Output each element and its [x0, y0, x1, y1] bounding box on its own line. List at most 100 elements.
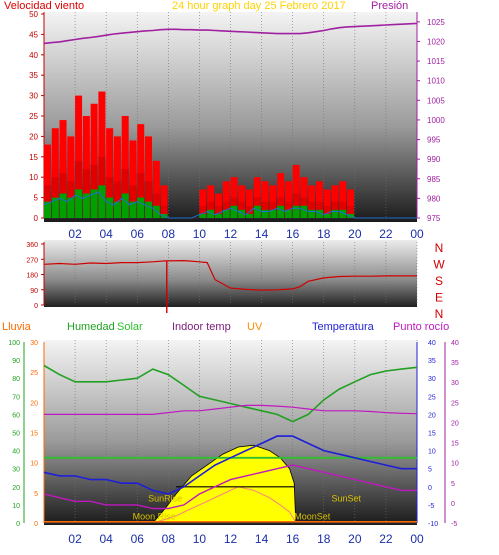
- humidity-tick-label: 50: [12, 431, 20, 438]
- direction-tick-label: 360: [26, 242, 38, 249]
- y-left-tick-label: 40: [29, 51, 38, 60]
- x-tick-label: 22: [379, 532, 393, 546]
- x-tick-label: 14: [255, 227, 269, 241]
- rain-tick-label: 15: [30, 431, 38, 438]
- wind-average-bar: [308, 209, 316, 218]
- solar-label: Solar: [117, 321, 143, 333]
- x-tick-label: 18: [317, 227, 331, 241]
- y-right-tick-label: 990: [427, 155, 441, 164]
- gust-bar: [277, 173, 285, 218]
- wind-average-bar: [339, 209, 347, 218]
- x-tick-label: 04: [99, 227, 113, 241]
- y-left-tick-label: 25: [29, 112, 38, 121]
- gust-bar: [323, 189, 331, 218]
- x-tick-label: 14: [255, 532, 269, 546]
- dewpoint-tick-label: 25: [451, 400, 459, 407]
- temperature-label: Temperatura: [312, 321, 375, 333]
- wind-average-bar: [199, 213, 207, 218]
- wind-average-bar: [300, 205, 308, 218]
- x-tick-label: 22: [379, 227, 393, 241]
- wind-bar: [137, 173, 145, 218]
- x-tick-label: 18: [317, 532, 331, 546]
- temperature-tick-label: 35: [428, 358, 436, 365]
- pressure-label: Presión: [371, 0, 408, 12]
- gust-bar: [98, 91, 106, 218]
- sunrise-label: SunRise: [148, 493, 182, 503]
- moonrise-label: Moon Rise: [133, 511, 176, 521]
- y-right-tick-label: 1000: [427, 116, 445, 125]
- temperature-tick-label: 40: [428, 340, 436, 347]
- gust-bar: [160, 185, 168, 218]
- y-right-tick-label: 995: [427, 136, 441, 145]
- gust-bar: [51, 128, 59, 218]
- wind-average-bar: [75, 189, 83, 218]
- wind-bar: [113, 181, 121, 218]
- y-left-tick-label: 35: [29, 71, 38, 80]
- gust-bar: [121, 116, 129, 218]
- wind-average-bar: [246, 213, 254, 218]
- temperature-tick-label: -5: [428, 503, 434, 510]
- gust-bar: [145, 136, 153, 218]
- gust-bar: [246, 189, 254, 218]
- gust-bar: [222, 181, 230, 218]
- wind-speed-label: Velocidad viento: [4, 0, 84, 12]
- wind-average-bar: [331, 209, 339, 218]
- wind-average-bar: [238, 209, 246, 218]
- x-tick-label: 16: [286, 532, 300, 546]
- dewpoint-label: Punto rocío: [393, 321, 449, 333]
- wind-bar: [121, 169, 129, 218]
- wind-average-bar: [323, 213, 331, 218]
- x-tick-label: 08: [162, 227, 176, 241]
- wind-average-bar: [253, 205, 261, 218]
- cardinal-label: E: [435, 291, 443, 305]
- x-tick-label: 10: [193, 227, 207, 241]
- y-right-tick-label: 1025: [427, 18, 445, 27]
- humidity-tick-label: 0: [16, 521, 20, 528]
- rain-tick-label: 30: [30, 340, 38, 347]
- wind-average-bar: [145, 201, 153, 218]
- dewpoint-tick-label: -5: [451, 521, 457, 528]
- x-tick-label: 08: [162, 532, 176, 546]
- wind-average-bar: [284, 209, 292, 218]
- wind-average-bar: [106, 197, 114, 218]
- y-right-tick-label: 1015: [427, 57, 445, 66]
- sun-area: [151, 444, 297, 524]
- temperature-tick-label: -10: [428, 521, 438, 528]
- wind-bar: [323, 205, 331, 218]
- dewpoint-tick-label: 0: [451, 501, 455, 508]
- y-left-tick-label: 30: [29, 92, 38, 101]
- wind-average-bar: [152, 205, 160, 218]
- y-left-tick-label: 5: [34, 194, 39, 203]
- gust-bar: [44, 144, 51, 218]
- cardinal-label: N: [435, 241, 444, 255]
- temperature-tick-label: 0: [428, 485, 432, 492]
- x-tick-label: 20: [348, 532, 362, 546]
- wind-average-bar: [113, 201, 121, 218]
- temperature-tick-label: 5: [428, 467, 432, 474]
- y-right-tick-label: 985: [427, 175, 441, 184]
- gust-bar: [59, 120, 67, 218]
- wind-bar: [82, 169, 90, 218]
- wind-average-bar: [315, 209, 323, 218]
- dewpoint-tick-label: 20: [451, 420, 459, 427]
- rain-tick-label: 0: [34, 521, 38, 528]
- humidity-tick-label: 90: [12, 358, 20, 365]
- gust-bar: [199, 189, 207, 218]
- rain-tick-label: 25: [30, 370, 38, 377]
- cardinal-label: N: [435, 307, 444, 321]
- wind-average-bar: [261, 209, 269, 218]
- moonset-label: MoonSet: [294, 511, 331, 521]
- dewpoint-tick-label: 40: [451, 340, 459, 347]
- wind-panel: 02 04 06 08 10 12 14 16 18 20 22 000510152025303540…: [29, 10, 445, 241]
- wind-average-bar: [82, 193, 90, 218]
- pressure-line: [43, 22, 418, 45]
- dewpoint-tick-label: 35: [451, 360, 459, 367]
- wind-average-bar: [269, 209, 277, 218]
- indoor-temp-line: [44, 404, 418, 415]
- wind-average-bar: [292, 205, 300, 218]
- gust-bar: [129, 140, 137, 218]
- wind-average-bar: [207, 209, 215, 218]
- temperature-tick-label: 25: [428, 394, 436, 401]
- wind-average-bar: [230, 205, 238, 218]
